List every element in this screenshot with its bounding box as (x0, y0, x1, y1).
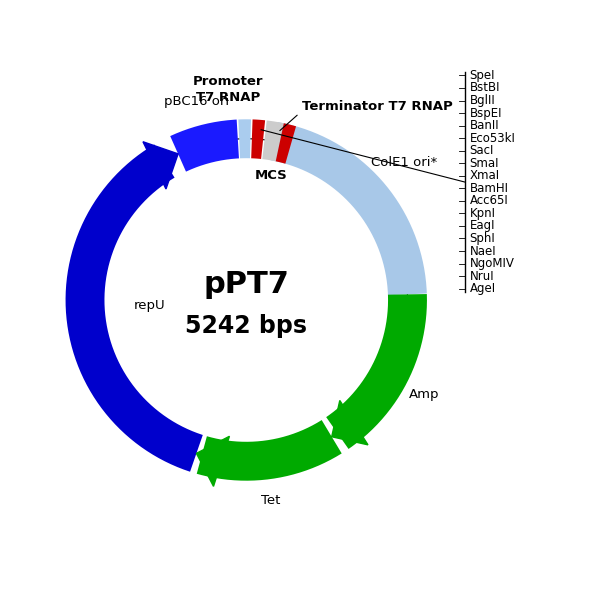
Text: BanII: BanII (470, 119, 499, 132)
Text: pPT7: pPT7 (203, 270, 289, 299)
Text: AgeI: AgeI (470, 282, 496, 295)
Text: pBC16 ori: pBC16 ori (164, 95, 229, 108)
Text: EagI: EagI (470, 220, 495, 232)
Text: BspEI: BspEI (470, 107, 502, 119)
Polygon shape (332, 400, 368, 445)
Text: 5242 bps: 5242 bps (185, 314, 307, 338)
Polygon shape (143, 142, 178, 189)
Text: Promoter
T7 RNAP: Promoter T7 RNAP (193, 75, 263, 104)
Text: Terminator T7 RNAP: Terminator T7 RNAP (302, 100, 452, 113)
Text: SphI: SphI (470, 232, 496, 245)
Text: Tet: Tet (261, 494, 281, 506)
Text: repU: repU (134, 299, 166, 311)
Text: NruI: NruI (470, 269, 494, 283)
Text: ColE1 ori*: ColE1 ori* (371, 156, 437, 169)
Text: Acc65I: Acc65I (470, 194, 508, 208)
Text: SpeI: SpeI (470, 69, 495, 82)
Text: MCS: MCS (255, 169, 288, 182)
Text: Eco53kI: Eco53kI (470, 131, 515, 145)
Text: KpnI: KpnI (470, 207, 496, 220)
Text: XmaI: XmaI (470, 169, 500, 182)
Polygon shape (196, 436, 229, 487)
Text: SacI: SacI (470, 144, 494, 157)
Text: SmaI: SmaI (470, 157, 499, 170)
Text: NgoMIV: NgoMIV (470, 257, 514, 270)
Text: BamHI: BamHI (470, 182, 509, 195)
Text: BstBI: BstBI (470, 82, 500, 94)
Text: NaeI: NaeI (470, 245, 496, 257)
Text: Amp: Amp (409, 388, 439, 401)
Text: BglII: BglII (470, 94, 496, 107)
